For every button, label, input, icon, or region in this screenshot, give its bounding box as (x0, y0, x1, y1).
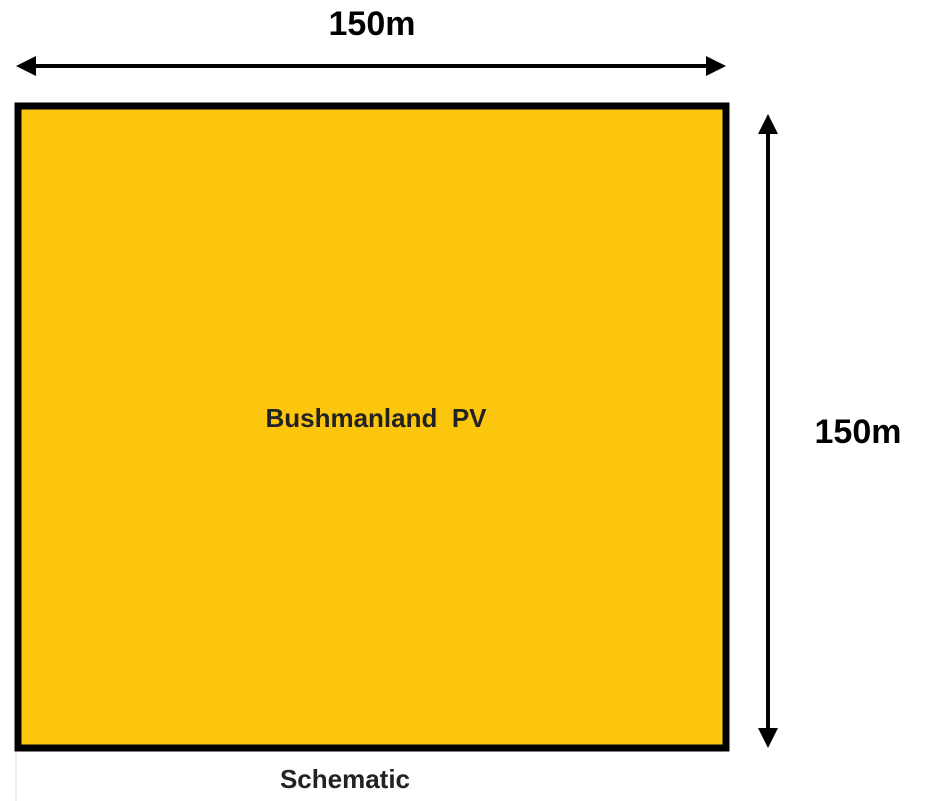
width-label: 150m (329, 5, 416, 43)
site-area (14, 102, 730, 752)
area-label: Bushmanland PV (265, 403, 487, 433)
caption: Schematic (280, 764, 410, 794)
height-label: 150m (815, 413, 902, 451)
